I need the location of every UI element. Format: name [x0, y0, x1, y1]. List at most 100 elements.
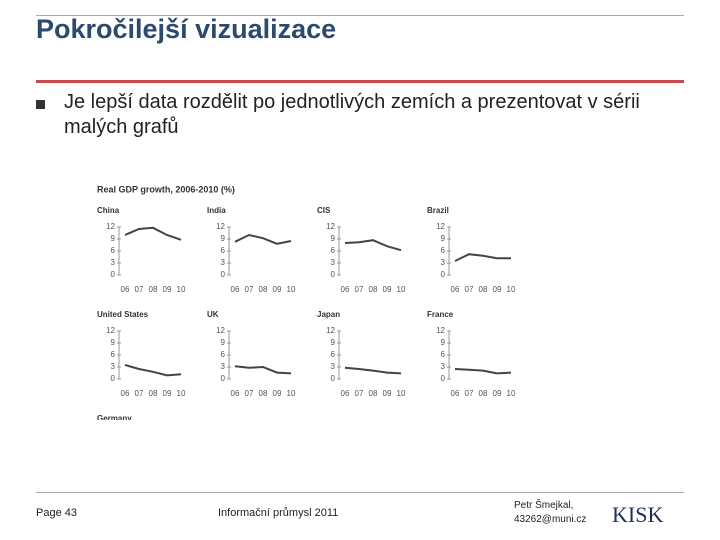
- x-tick-label: 07: [245, 285, 254, 294]
- y-tick-label: 12: [326, 222, 335, 231]
- bullet-marker: [36, 100, 45, 109]
- y-tick-label: 9: [331, 234, 336, 243]
- x-tick-label: 09: [383, 389, 392, 398]
- x-tick-label: 10: [177, 285, 186, 294]
- y-tick-label: 12: [326, 326, 335, 335]
- y-tick-label: 6: [221, 350, 226, 359]
- x-tick-label: 10: [397, 389, 406, 398]
- x-tick-label: 07: [135, 285, 144, 294]
- x-tick-label: 07: [465, 389, 474, 398]
- y-tick-label: 0: [331, 374, 336, 383]
- x-tick-label: 10: [177, 389, 186, 398]
- x-tick-label: 07: [135, 389, 144, 398]
- x-tick-label: 06: [231, 389, 240, 398]
- x-tick-label: 07: [465, 285, 474, 294]
- bullet-text: Je lepší data rozdělit po jednotlivých z…: [64, 91, 640, 138]
- y-tick-label: 3: [111, 258, 116, 267]
- x-tick-label: 07: [355, 285, 364, 294]
- y-tick-label: 9: [221, 234, 226, 243]
- x-tick-label: 09: [163, 285, 172, 294]
- y-tick-label: 3: [331, 258, 336, 267]
- panel-title: UK: [207, 310, 219, 319]
- x-tick-label: 09: [493, 285, 502, 294]
- x-tick-label: 06: [451, 285, 460, 294]
- small-multiples: Real GDP growth, 2006-2010 (%) China 0 3 6 9…: [97, 184, 516, 420]
- data-line: [344, 366, 402, 375]
- x-tick-label: 10: [507, 285, 516, 294]
- data-line: [124, 364, 182, 377]
- y-tick-label: 9: [441, 234, 446, 243]
- y-tick-label: 3: [221, 362, 226, 371]
- y-tick-label: 3: [441, 258, 446, 267]
- y-tick-label: 0: [111, 374, 116, 383]
- y-tick-label: 9: [331, 338, 336, 347]
- panel-title: India: [207, 206, 226, 215]
- y-tick-label: 12: [216, 326, 225, 335]
- x-tick-label: 08: [369, 389, 378, 398]
- slide-title: Pokročilejší vizualizace: [36, 14, 337, 44]
- panel-title: CIS: [317, 206, 331, 215]
- y-tick-label: 3: [111, 362, 116, 371]
- y-tick-label: 0: [441, 374, 446, 383]
- course-name: Informační průmysl 2011: [218, 507, 339, 519]
- y-tick-label: 9: [221, 338, 226, 347]
- x-tick-label: 08: [149, 389, 158, 398]
- data-line: [344, 239, 402, 252]
- x-tick-label: 08: [369, 285, 378, 294]
- panel-title: China: [97, 206, 120, 215]
- x-tick-label: 10: [507, 389, 516, 398]
- x-tick-label: 10: [287, 285, 296, 294]
- data-line: [234, 233, 292, 245]
- y-tick-label: 0: [221, 374, 226, 383]
- x-tick-label: 06: [231, 285, 240, 294]
- y-tick-label: 6: [221, 246, 226, 255]
- x-tick-label: 09: [273, 285, 282, 294]
- y-tick-label: 6: [441, 350, 446, 359]
- y-tick-label: 12: [436, 326, 445, 335]
- x-tick-label: 07: [245, 389, 254, 398]
- top-rule: [36, 15, 684, 16]
- x-tick-label: 06: [341, 285, 350, 294]
- y-tick-label: 12: [216, 222, 225, 231]
- y-tick-label: 6: [111, 350, 116, 359]
- y-tick-label: 0: [111, 270, 116, 279]
- y-tick-label: 12: [106, 326, 115, 335]
- x-tick-label: 09: [493, 389, 502, 398]
- y-tick-label: 9: [111, 234, 116, 243]
- panel-title: Japan: [317, 310, 340, 319]
- y-tick-label: 6: [331, 246, 336, 255]
- footer-rule: [36, 492, 684, 493]
- y-tick-label: 3: [441, 362, 446, 371]
- x-tick-label: 08: [259, 285, 268, 294]
- data-line: [454, 253, 511, 262]
- panel-title: United States: [97, 310, 149, 319]
- x-tick-label: 06: [451, 389, 460, 398]
- y-tick-label: 12: [436, 222, 445, 231]
- x-tick-label: 06: [341, 389, 350, 398]
- y-tick-label: 6: [111, 246, 116, 255]
- figure-title: Real GDP growth, 2006-2010 (%): [97, 184, 235, 194]
- panel-title: France: [427, 310, 454, 319]
- y-tick-label: 3: [331, 362, 336, 371]
- y-tick-label: 9: [441, 338, 446, 347]
- y-tick-label: 9: [111, 338, 116, 347]
- x-tick-label: 10: [397, 285, 406, 294]
- x-tick-label: 08: [149, 285, 158, 294]
- y-tick-label: 0: [331, 270, 336, 279]
- panel-title: Germany: [97, 414, 132, 420]
- data-line: [124, 226, 182, 241]
- logo: KISK: [612, 502, 664, 527]
- x-tick-label: 10: [287, 389, 296, 398]
- x-tick-label: 09: [383, 285, 392, 294]
- data-line: [234, 365, 292, 375]
- x-tick-label: 07: [355, 389, 364, 398]
- y-tick-label: 3: [221, 258, 226, 267]
- x-tick-label: 08: [479, 285, 488, 294]
- page-number: Page 43: [36, 507, 77, 519]
- x-tick-label: 09: [273, 389, 282, 398]
- author: Petr Šmejkal,: [514, 500, 574, 511]
- email: 43262@muni.cz: [514, 514, 587, 525]
- x-tick-label: 09: [163, 389, 172, 398]
- x-tick-label: 08: [259, 389, 268, 398]
- title-rule: [36, 80, 684, 83]
